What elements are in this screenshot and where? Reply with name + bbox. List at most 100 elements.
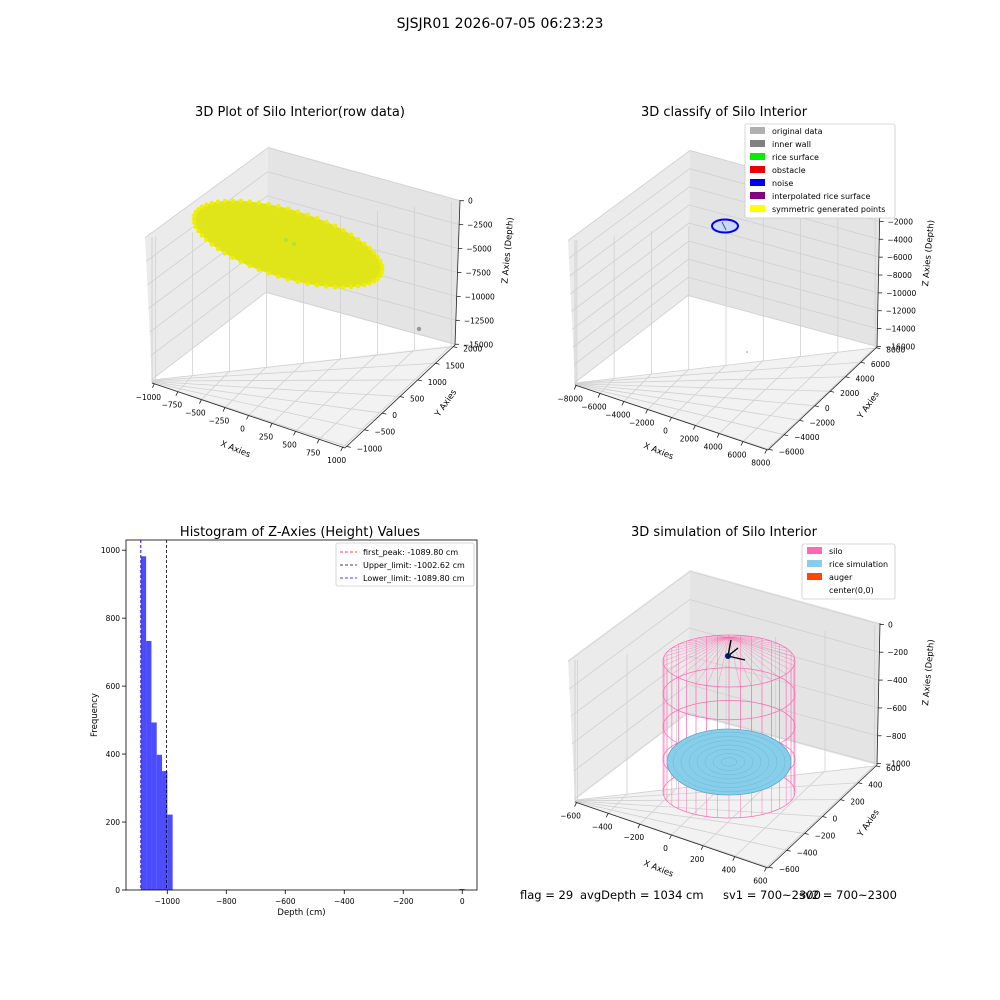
surface-point xyxy=(222,251,228,256)
surface-point xyxy=(367,245,372,251)
y-tick xyxy=(364,429,369,432)
grid-z xyxy=(569,599,880,690)
silo-ring xyxy=(662,634,796,688)
panel-classify-3d: 3D classify of Silo Interior−8000−6000−4… xyxy=(558,105,937,468)
legend-swatch xyxy=(750,205,765,212)
z-tick-label: −14000 xyxy=(885,325,915,334)
grid-z xyxy=(574,295,878,383)
grid-x-floor xyxy=(647,369,689,410)
silo-roof-wire xyxy=(728,636,780,645)
grid-y-floor xyxy=(151,382,365,431)
y-tick xyxy=(382,412,387,415)
pane-floor xyxy=(575,347,877,450)
grid-z xyxy=(574,712,878,799)
z-tick-label: −5000 xyxy=(466,245,492,254)
panel-title: Histogram of Z-Axies (Height) Values xyxy=(180,525,420,540)
silo-roof-wire xyxy=(663,636,730,657)
z-tick-label: −7500 xyxy=(466,269,492,278)
y-tick-label: 500 xyxy=(410,395,425,404)
z-tick-label: −600 xyxy=(886,704,907,713)
silo-roof-wire xyxy=(728,636,792,671)
legend-label: silo xyxy=(829,547,843,556)
y-tick xyxy=(860,361,865,364)
legend-swatch xyxy=(750,166,765,173)
x-tick xyxy=(764,867,767,872)
x-tick xyxy=(732,856,736,861)
x-tick-label: −6000 xyxy=(581,402,607,411)
grid-z xyxy=(567,570,881,662)
y-tick-label: 200 xyxy=(850,798,865,807)
grid-x-floor xyxy=(742,351,839,442)
y-tick-label: 0 xyxy=(833,815,838,824)
silo-roof-wire xyxy=(728,636,772,642)
grid-y-floor xyxy=(574,383,815,407)
y-tick-label: 0 xyxy=(115,886,120,895)
panel-title: 3D simulation of Silo Interior xyxy=(631,525,818,540)
grid-z xyxy=(147,195,459,286)
y-tick-label: −600 xyxy=(779,865,800,874)
x-tick xyxy=(597,393,601,398)
x-tick-label: 250 xyxy=(259,432,274,441)
silo-roof-wire xyxy=(663,636,730,666)
x-axis-label: X Axies xyxy=(642,859,675,880)
inner-wall-mark xyxy=(721,221,727,231)
grid-y-floor xyxy=(151,381,401,397)
legend: original data inner wall rice surface obsta… xyxy=(744,123,896,219)
x-axis-label: X Axies xyxy=(642,441,675,462)
x-tick-label: 200 xyxy=(690,855,705,864)
x-tick xyxy=(573,385,577,390)
x-tick-label: 400 xyxy=(722,866,737,875)
x-tick-label: −500 xyxy=(185,409,206,418)
z-axis-label: Z Axies (Depth) xyxy=(500,217,516,284)
y-axis-line xyxy=(767,346,878,451)
x-tick-label: −250 xyxy=(209,417,230,426)
x-tick-label: 4000 xyxy=(704,443,723,452)
surface-point xyxy=(324,284,329,289)
z-tick-label: 0 xyxy=(888,620,893,629)
y-tick-label: 1000 xyxy=(428,378,447,387)
y-tick-label: 1000 xyxy=(101,546,120,555)
surface-point xyxy=(367,281,372,286)
y-tick-label: 4000 xyxy=(856,375,875,384)
legend-label: original data xyxy=(772,127,823,136)
silo-roof-wire xyxy=(728,636,741,687)
surface-point xyxy=(362,241,367,246)
silo-roof-wire xyxy=(666,636,730,671)
y-tick-label: 600 xyxy=(106,682,121,691)
y-tick xyxy=(417,379,422,382)
z-tick-label: −400 xyxy=(887,676,908,685)
x-tick xyxy=(700,845,704,850)
x-tick-label: 600 xyxy=(753,876,768,885)
histogram-bar xyxy=(459,888,465,890)
y-tick xyxy=(830,390,835,393)
x-tick-label: −750 xyxy=(162,401,183,410)
y-tick-label: −4000 xyxy=(794,433,820,442)
surface-point xyxy=(215,246,221,252)
surface-point xyxy=(324,219,329,225)
flag-text: flag = 29 xyxy=(520,888,574,902)
rice-mesh xyxy=(720,757,738,767)
x-tick-label: −400 xyxy=(592,822,613,831)
surface-point xyxy=(371,279,377,284)
x-tick xyxy=(621,401,625,406)
x-tick-label: −600 xyxy=(560,812,581,821)
x-tick-label: −600 xyxy=(275,897,296,906)
surface-point xyxy=(305,212,310,217)
y-tick xyxy=(453,346,458,349)
y-tick-label: 2000 xyxy=(840,389,859,398)
grid-y-floor xyxy=(574,376,846,384)
x-tick xyxy=(605,813,609,818)
x-tick-label: 750 xyxy=(306,448,321,457)
legend-swatch xyxy=(807,560,822,567)
x-tick-label: −1000 xyxy=(136,393,162,402)
x-tick xyxy=(151,383,155,388)
y-tick xyxy=(768,866,773,869)
figure-title: SJSJR01 2026-07-05 06:23:23 xyxy=(396,16,604,32)
surface-point xyxy=(292,242,296,246)
legend-box xyxy=(744,123,896,219)
x-tick xyxy=(645,409,649,414)
surface-point xyxy=(285,277,291,282)
surface-point xyxy=(285,206,291,211)
rice-mesh xyxy=(688,740,770,784)
legend-swatch xyxy=(807,547,822,554)
